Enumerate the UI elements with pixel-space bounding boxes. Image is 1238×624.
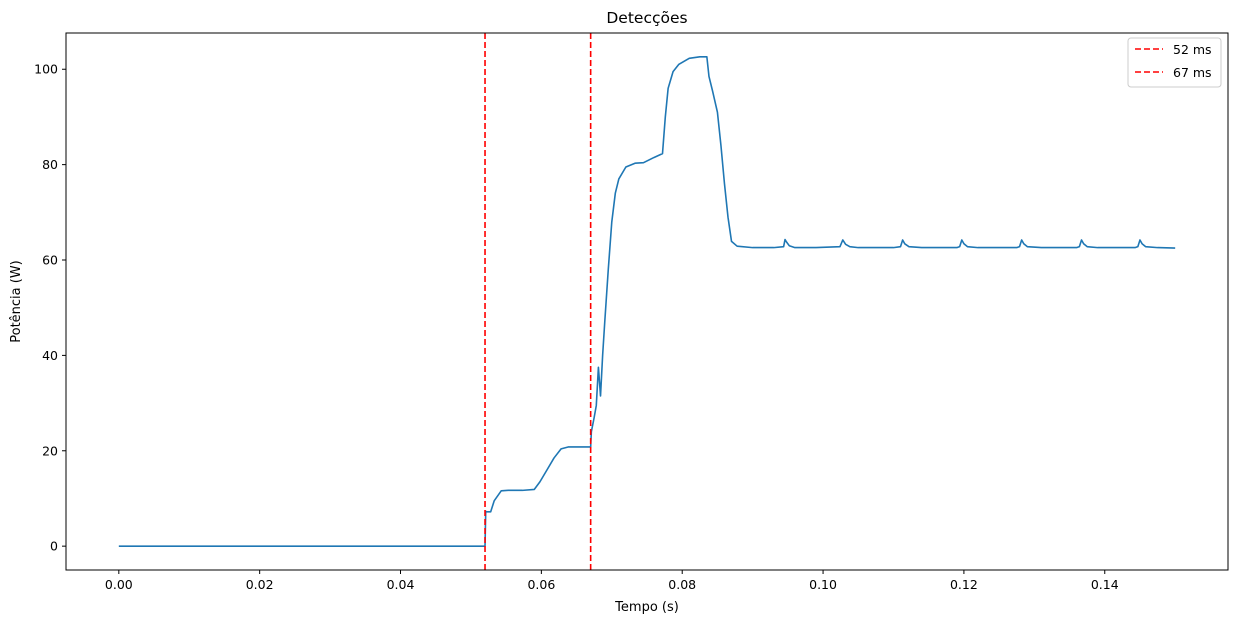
series-line-0: [118, 56, 1176, 547]
y-tick-label: 0: [50, 539, 58, 554]
x-tick-label: 0.00: [105, 577, 133, 592]
x-tick-label: 0.12: [950, 577, 978, 592]
x-tick-label: 0.04: [387, 577, 415, 592]
chart-title: Detecções: [606, 9, 687, 27]
y-axis: 0 20 40 60 80 100: [34, 62, 66, 554]
y-tick-label: 80: [42, 157, 58, 172]
x-axis: 0.00 0.02 0.04 0.06 0.08 0.10 0.12 0.14: [105, 570, 1119, 592]
y-tick-label: 40: [42, 348, 58, 363]
x-tick-label: 0.14: [1091, 577, 1119, 592]
x-tick-label: 0.08: [668, 577, 696, 592]
legend-box: [1127, 37, 1222, 88]
plot-frame: [65, 32, 1229, 571]
x-tick-label: 0.06: [527, 577, 555, 592]
x-tick-label: 0.02: [246, 577, 274, 592]
x-tick-label: 0.10: [809, 577, 837, 592]
plot-area: [118, 33, 1176, 570]
y-axis-label: Potência (W): [9, 260, 24, 343]
y-tick-label: 100: [34, 62, 58, 77]
legend-label-52ms: 52 ms: [1173, 42, 1212, 57]
legend: 52 ms 67 ms: [1127, 37, 1222, 88]
y-tick-label: 20: [42, 443, 58, 458]
legend-label-67ms: 67 ms: [1173, 65, 1212, 80]
y-tick-label: 60: [42, 253, 58, 268]
x-axis-label: Tempo (s): [614, 600, 679, 615]
